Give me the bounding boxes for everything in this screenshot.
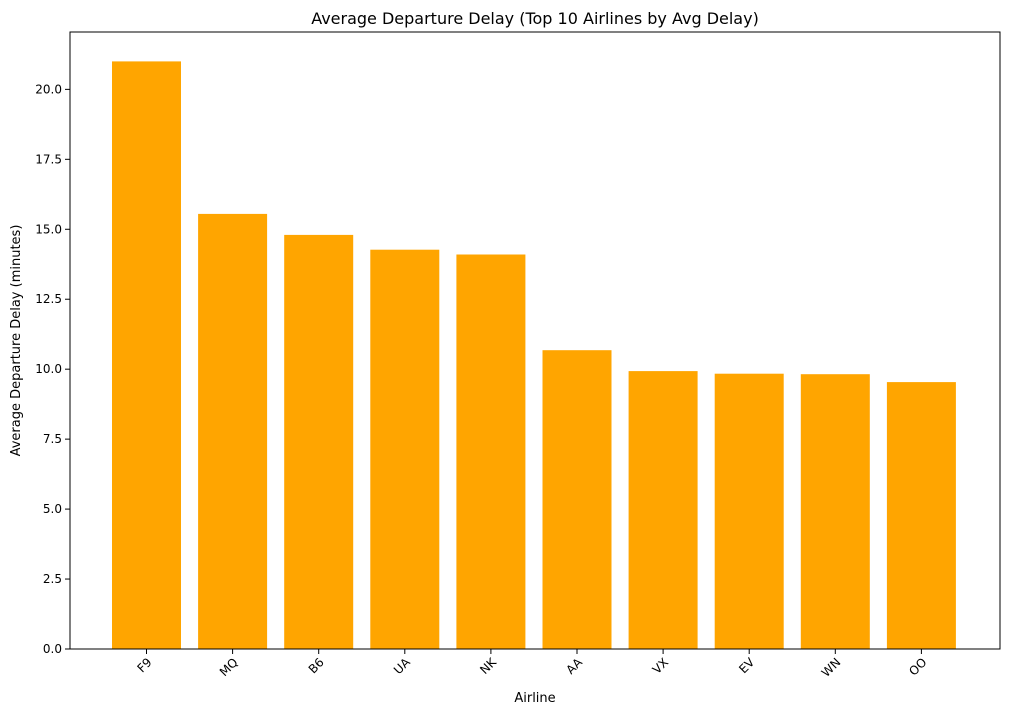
y-axis-label: Average Departure Delay (minutes): [9, 225, 24, 457]
bar-mq: [198, 213, 268, 649]
bar-f9: [112, 61, 181, 649]
y-tick-label: 10.0: [35, 362, 62, 376]
y-tick-label: 7.5: [43, 432, 62, 446]
y-tick-label: 12.5: [35, 292, 62, 306]
chart-title: Average Departure Delay (Top 10 Airlines…: [311, 9, 759, 28]
bar-b6: [284, 234, 354, 649]
bars-group: [112, 61, 956, 649]
y-tick-label: 17.5: [35, 152, 62, 166]
bar-ua: [370, 249, 440, 649]
bar-nk: [456, 254, 526, 649]
bar-vx: [628, 371, 698, 649]
bar-aa: [542, 350, 612, 649]
bar-wn: [800, 374, 870, 649]
x-axis-label: Airline: [514, 691, 555, 706]
plot-frame: [69, 31, 1001, 650]
y-axis: 0.0 2.5 5.0 7.5 10.0 12.5 15.0 17.5 20.0: [35, 82, 70, 656]
y-tick-label: 15.0: [35, 222, 62, 236]
y-tick-label: 20.0: [35, 82, 62, 96]
y-tick-label: 2.5: [43, 572, 62, 586]
bar-oo: [886, 382, 956, 649]
bar-ev: [714, 373, 784, 649]
y-tick-label: 0.0: [43, 642, 62, 656]
y-tick-label: 5.0: [43, 502, 62, 516]
